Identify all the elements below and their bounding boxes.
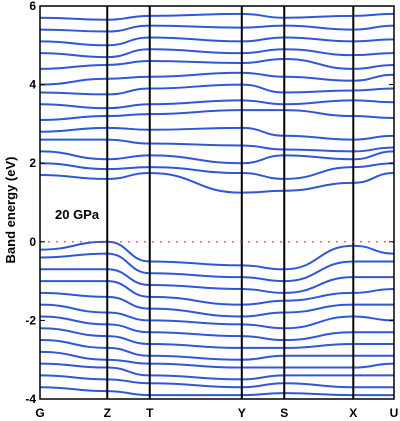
- k-label-T: T: [146, 406, 154, 420]
- band-line-7: [39, 99, 395, 110]
- band-line-27: [39, 386, 394, 397]
- k-label-X: X: [349, 406, 357, 420]
- band-line-5: [39, 126, 395, 141]
- band-line-10: [39, 58, 395, 70]
- k-point-divider-lines: [106, 6, 355, 399]
- k-label-G: G: [35, 406, 44, 420]
- y-tick-label: 2: [29, 156, 36, 170]
- band-line-26: [39, 374, 394, 389]
- band-line-6: [39, 109, 395, 121]
- y-tick-label: 0: [29, 235, 36, 249]
- band-line-20: [39, 303, 395, 330]
- band-line-22: [39, 327, 394, 349]
- band-line-18: [40, 280, 395, 306]
- band-line-2: [39, 162, 395, 180]
- plot-frame: [39, 5, 395, 400]
- y-tick-label: 4: [29, 78, 36, 92]
- band-line-19: [39, 291, 394, 318]
- band-line-23: [39, 339, 394, 361]
- k-label-U: U: [390, 406, 399, 420]
- y-tick-label: -4: [25, 392, 36, 406]
- band-line-15: [39, 240, 395, 271]
- y-tick-label: -2: [25, 313, 36, 327]
- y-axis-ticks: -4 -2 0 2 4 6: [25, 0, 394, 406]
- band-line-11: [39, 48, 395, 59]
- band-line-14: [39, 12, 395, 21]
- band-line-12: [39, 36, 395, 47]
- band-line-1: [39, 172, 395, 194]
- band-line-4: [40, 138, 395, 153]
- band-line-25: [39, 362, 394, 381]
- pressure-annotation: 20 GPa: [55, 207, 100, 222]
- band-line-3: [39, 150, 395, 165]
- k-label-S: S: [280, 406, 288, 420]
- band-line-8: [39, 83, 395, 96]
- band-line-21: [39, 315, 394, 342]
- y-tick-label: 6: [29, 0, 36, 13]
- y-axis-label: Band energy (eV): [3, 157, 18, 264]
- k-label-Y: Y: [238, 406, 246, 420]
- band-line-13: [39, 24, 395, 33]
- band-lines: [39, 12, 395, 397]
- k-label-Z: Z: [104, 406, 111, 420]
- band-line-9: [39, 71, 395, 86]
